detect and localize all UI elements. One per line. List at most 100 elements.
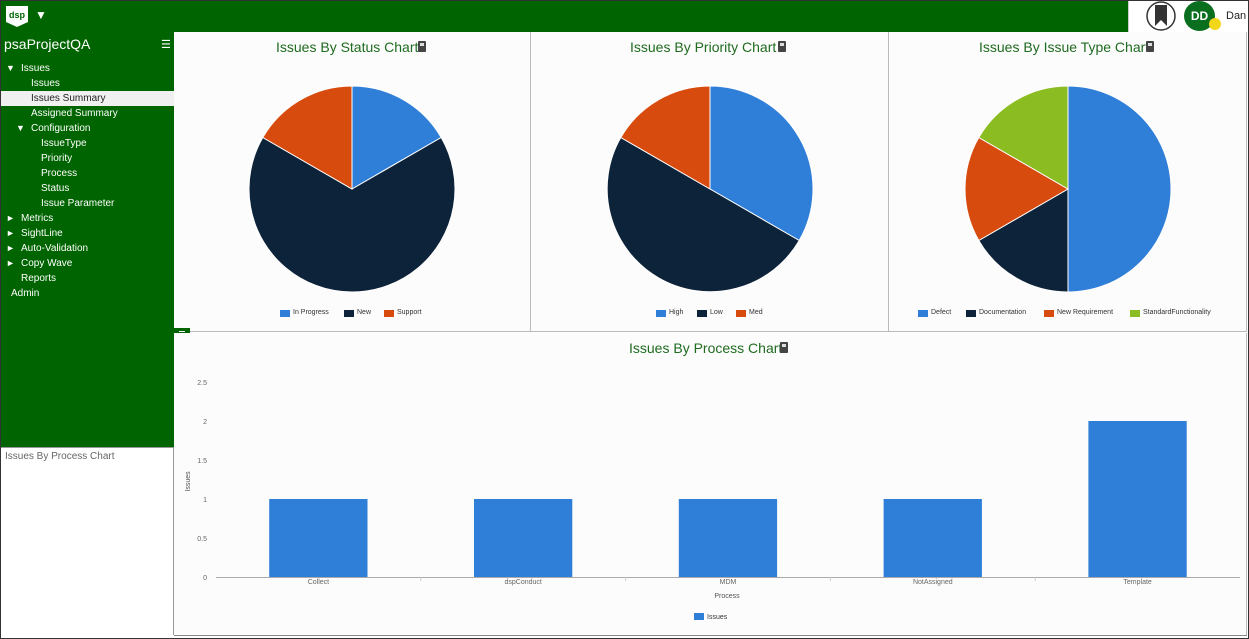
logo-text: dsp (9, 10, 26, 20)
top-bar: dsp ▼ DD Dan (1, 1, 1248, 32)
sidebar-item-label: Issue Parameter (41, 198, 115, 209)
collapsed-arrow-icon[interactable]: ► (6, 243, 15, 253)
bottom-divider (174, 635, 1247, 636)
chart-title: Issues By Status Chart (276, 39, 419, 55)
sidebar-item-priority[interactable]: Priority (1, 151, 174, 166)
sidebar-nav: ▼ Issues Issues Issues Summary Assigned … (1, 61, 174, 301)
bar-template[interactable] (1088, 421, 1187, 577)
legend-swatch (918, 310, 928, 317)
pie-slice-new[interactable] (248, 136, 456, 293)
x-tick-label: Collect (308, 579, 329, 586)
legend-swatch (966, 310, 976, 317)
info-panel-text: Issues By Process Chart (5, 451, 115, 462)
sidebar-item-label: Admin (11, 288, 40, 299)
project-title: psaProjectQA (4, 36, 91, 52)
bar-dspconduct[interactable] (474, 499, 573, 577)
sidebar-item-label: Process (41, 168, 78, 179)
sidebar-item-metrics[interactable]: ► Metrics (1, 211, 174, 226)
sidebar-item-label: Status (41, 183, 70, 194)
pie-slice-support[interactable] (262, 85, 353, 190)
sidebar-item-admin[interactable]: Admin (1, 286, 174, 301)
legend-swatch (1044, 310, 1054, 317)
y-axis-label: Issues (185, 471, 192, 492)
sidebar-item-assigned-summary[interactable]: Assigned Summary (1, 106, 174, 121)
legend-label: StandardFunctionality (1143, 309, 1211, 316)
sidebar-item-issuetype[interactable]: IssueType (1, 136, 174, 151)
hamburger-menu-icon[interactable]: ☰ (161, 39, 171, 51)
sidebar-item-status[interactable]: Status (1, 181, 174, 196)
sidebar-item-reports[interactable]: Reports (1, 271, 174, 286)
priority-pie-chart (606, 85, 814, 293)
expand-arrow-icon[interactable]: ▼ (16, 123, 25, 133)
presence-dot-icon (1209, 18, 1221, 30)
pie-slice-med[interactable] (620, 85, 711, 190)
legend-label: Defect (931, 309, 952, 316)
collapsed-arrow-icon[interactable]: ► (6, 228, 15, 238)
bar-collect[interactable] (269, 499, 368, 577)
legend-label: Support (397, 309, 422, 316)
sidebar-item-label: Metrics (21, 213, 54, 224)
sidebar-item-issues-summary[interactable]: Issues Summary (1, 91, 174, 106)
legend-swatch[interactable] (694, 613, 704, 620)
legend-label: High (669, 309, 684, 316)
legend-swatch (656, 310, 666, 317)
sidebar-item-copy-wave[interactable]: ► Copy Wave (1, 256, 174, 271)
pie-slice-in-progress[interactable] (351, 85, 442, 190)
sidebar-item-issues[interactable]: ▼ Issues (1, 61, 174, 76)
collapse-handle-icon[interactable] (174, 328, 190, 335)
legend-label: New (357, 309, 372, 316)
legend-label[interactable]: Issues (707, 614, 728, 621)
process-chart-panel: Issues By Process Chart 0 0.5 1 1.5 2 2.5 Issu… (174, 333, 1247, 635)
sidebar-item-label: Reports (21, 273, 57, 284)
priority-chart-panel: Issues By Priority Chart High Low Med (531, 32, 889, 332)
y-tick-label: 2 (203, 419, 207, 426)
pie-slice-defect[interactable] (1067, 85, 1172, 293)
pie-slice-low[interactable] (606, 136, 800, 293)
sidebar-info-panel: Issues By Process Chart (1, 447, 174, 635)
app-menu-caret-icon[interactable]: ▼ (35, 8, 47, 22)
user-name[interactable]: Dan (1226, 10, 1247, 22)
collapsed-arrow-icon[interactable]: ► (6, 213, 15, 223)
sidebar-item-issues-list[interactable]: Issues (1, 76, 174, 91)
sidebar-item-label: Priority (41, 153, 73, 164)
x-tick-label: dspConduct (505, 579, 542, 586)
sidebar-item-label: Copy Wave (21, 258, 73, 269)
user-area: DD Dan (1128, 1, 1248, 32)
status-pie-chart (248, 85, 456, 293)
export-document-icon[interactable] (1146, 41, 1154, 52)
collapsed-arrow-icon[interactable]: ► (6, 258, 15, 268)
expand-arrow-icon[interactable]: ▼ (6, 63, 15, 73)
pie-slice-new-requirement[interactable] (964, 136, 1069, 242)
chart-title: Issues By Priority Chart (630, 39, 777, 55)
status-chart-panel: Issues By Status Chart In Progress New S… (174, 32, 531, 332)
export-document-icon[interactable] (778, 41, 786, 52)
chart-title: Issues By Process Chart (629, 340, 783, 356)
sidebar-item-configuration[interactable]: ▼ Configuration (1, 121, 174, 136)
issue-type-chart-panel: Issues By Issue Type Chart Defect Docume… (889, 32, 1247, 332)
pie-slice-high[interactable] (709, 85, 814, 242)
export-document-icon[interactable] (418, 41, 426, 52)
bar-mdm[interactable] (678, 499, 778, 577)
sidebar-item-issue-parameter[interactable]: Issue Parameter (1, 196, 174, 211)
pie-slice-standardfunctionality[interactable] (978, 85, 1069, 190)
legend-swatch (280, 310, 290, 317)
legend-label: In Progress (293, 309, 329, 316)
chart-title: Issues By Issue Type Chart (979, 39, 1150, 55)
x-axis-label: Process (714, 593, 740, 600)
bookmark-icon[interactable] (1145, 1, 1177, 32)
sidebar-item-process[interactable]: Process (1, 166, 174, 181)
sidebar: psaProjectQA ☰ ▼ Issues Issues Issues Su… (1, 32, 174, 447)
legend-label: New Requirement (1057, 309, 1114, 316)
legend-label: Documentation (979, 309, 1027, 316)
legend-swatch (344, 310, 354, 317)
sidebar-item-sightline[interactable]: ► SightLine (1, 226, 174, 241)
dsp-logo-icon[interactable]: dsp (4, 4, 30, 28)
x-tick-label: MDM (720, 579, 737, 586)
export-document-icon[interactable] (780, 342, 788, 353)
bar-notassigned[interactable] (883, 499, 982, 577)
sidebar-item-label: IssueType (41, 138, 87, 149)
y-tick-label: 1 (203, 497, 207, 504)
sidebar-item-auto-validation[interactable]: ► Auto-Validation (1, 241, 174, 256)
pie-slice-documentation[interactable] (978, 188, 1069, 293)
